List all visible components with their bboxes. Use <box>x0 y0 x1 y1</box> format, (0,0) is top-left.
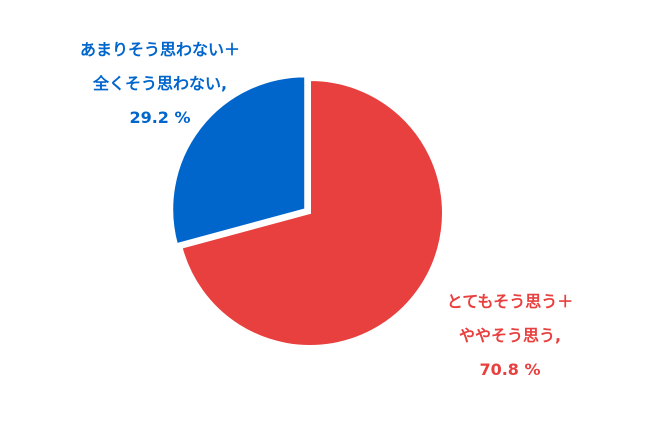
pie-slice-1 <box>171 75 307 246</box>
label-line: 全くそう思わない, <box>92 74 228 93</box>
pie-slice-0 <box>180 78 444 347</box>
label-line: とてもそう思う＋ <box>446 292 574 311</box>
label-line: ややそう思う, <box>458 326 562 345</box>
label-line: あまりそう思わない＋ <box>79 40 240 59</box>
data-label-negative: あまりそう思わない＋ 全くそう思わない, 29.2 % <box>40 33 280 135</box>
data-label-positive: とてもそう思う＋ ややそう思う, 70.8 % <box>420 285 600 387</box>
label-value: 29.2 % <box>129 108 191 127</box>
label-value: 70.8 % <box>479 360 541 379</box>
